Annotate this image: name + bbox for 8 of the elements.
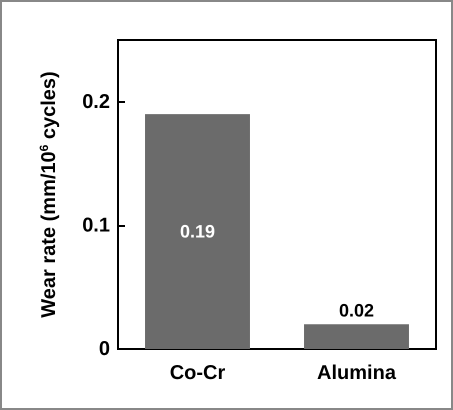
y-axis-title: Wear rate (mm/106 cycles) xyxy=(37,71,60,318)
y-tick-label: 0.1 xyxy=(82,214,110,236)
y-tick-label: 0 xyxy=(98,338,110,360)
x-tick-label: Co-Cr xyxy=(170,362,226,384)
data-label: 0.02 xyxy=(338,300,374,320)
data-label: 0.19 xyxy=(180,222,216,242)
y-tick-label: 0.2 xyxy=(82,90,110,113)
x-tick-label: Alumina xyxy=(317,362,397,384)
